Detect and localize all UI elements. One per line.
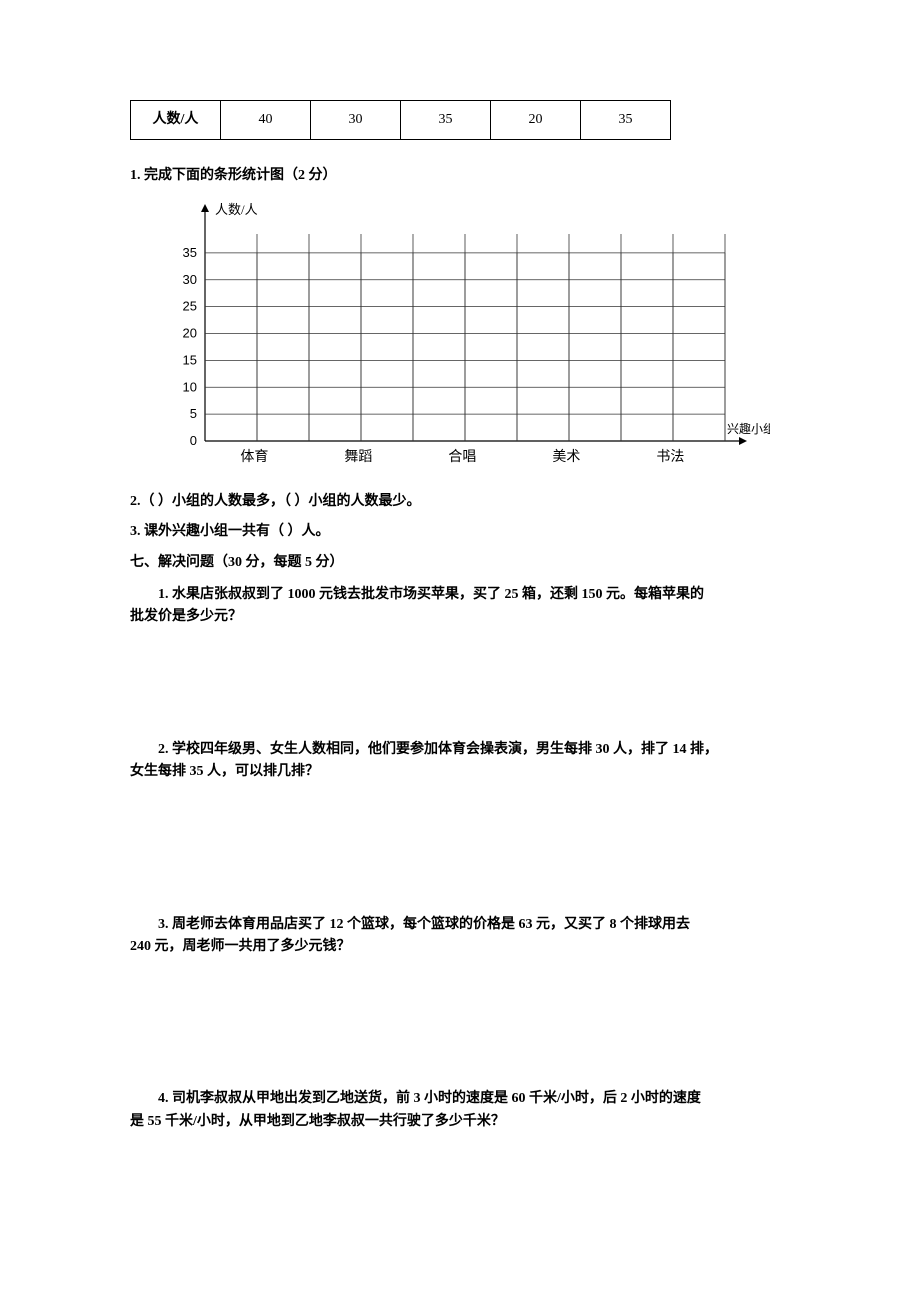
table-value: 20 bbox=[491, 101, 581, 140]
svg-text:20: 20 bbox=[183, 325, 197, 340]
problem-3-line2: 240 元，周老师一共用了多少元钱？ bbox=[130, 936, 790, 958]
table-value: 40 bbox=[221, 101, 311, 140]
bar-chart-empty: 人数/人兴趣小组 0 5 10 15 20 25 30 35 体育 舞蹈 合唱 美术 书法 bbox=[150, 196, 790, 476]
svg-text:25: 25 bbox=[183, 298, 197, 313]
svg-text:35: 35 bbox=[183, 245, 197, 260]
svg-text:美术: 美术 bbox=[552, 449, 580, 465]
problem-2-line1: 2. 学校四年级男、女生人数相同，他们要参加体育会操表演，男生每排 30 人，排… bbox=[130, 739, 790, 761]
problem-1-line1: 1. 水果店张叔叔到了 1000 元钱去批发市场买苹果，买了 25 箱，还剩 1… bbox=[130, 584, 790, 606]
svg-text:舞蹈: 舞蹈 bbox=[344, 449, 372, 465]
svg-text:30: 30 bbox=[183, 272, 197, 287]
svg-text:人数/人: 人数/人 bbox=[215, 202, 258, 217]
table-value: 35 bbox=[581, 101, 671, 140]
svg-text:体育: 体育 bbox=[240, 449, 268, 465]
svg-text:5: 5 bbox=[190, 406, 197, 421]
svg-text:合唱: 合唱 bbox=[448, 449, 476, 465]
question-3: 3. 课外兴趣小组一共有（ ）人。 bbox=[130, 521, 790, 543]
question-1: 1. 完成下面的条形统计图（2 分） bbox=[130, 165, 790, 187]
problem-4: 4. 司机李叔叔从甲地出发到乙地送货，前 3 小时的速度是 60 千米/小时，后… bbox=[130, 1088, 790, 1133]
problem-1-line2: 批发价是多少元？ bbox=[130, 606, 790, 628]
problem-4-line2: 是 55 千米/小时，从甲地到乙地李叔叔一共行驶了多少千米？ bbox=[130, 1111, 790, 1133]
svg-text:15: 15 bbox=[183, 352, 197, 367]
section-7-header: 七、解决问题（30 分，每题 5 分） bbox=[130, 552, 790, 574]
problem-3: 3. 周老师去体育用品店买了 12 个篮球，每个篮球的价格是 63 元，又买了 … bbox=[130, 914, 790, 959]
svg-text:书法: 书法 bbox=[656, 449, 684, 465]
data-table: 人数/人 40 30 35 20 35 bbox=[130, 100, 671, 140]
question-2: 2.（ ）小组的人数最多，（ ）小组的人数最少。 bbox=[130, 491, 790, 513]
problem-2-line2: 女生每排 35 人，可以排几排？ bbox=[130, 761, 790, 783]
svg-text:0: 0 bbox=[190, 433, 197, 448]
svg-text:10: 10 bbox=[183, 379, 197, 394]
table-header: 人数/人 bbox=[131, 101, 221, 140]
svg-text:兴趣小组: 兴趣小组 bbox=[727, 421, 770, 436]
chart-svg: 人数/人兴趣小组 0 5 10 15 20 25 30 35 体育 舞蹈 合唱 美术 书法 bbox=[150, 196, 770, 476]
table-value: 30 bbox=[311, 101, 401, 140]
problem-4-line1: 4. 司机李叔叔从甲地出发到乙地送货，前 3 小时的速度是 60 千米/小时，后… bbox=[130, 1088, 790, 1110]
problem-3-line1: 3. 周老师去体育用品店买了 12 个篮球，每个篮球的价格是 63 元，又买了 … bbox=[130, 914, 790, 936]
table-value: 35 bbox=[401, 101, 491, 140]
problem-2: 2. 学校四年级男、女生人数相同，他们要参加体育会操表演，男生每排 30 人，排… bbox=[130, 739, 790, 784]
problem-1: 1. 水果店张叔叔到了 1000 元钱去批发市场买苹果，买了 25 箱，还剩 1… bbox=[130, 584, 790, 629]
